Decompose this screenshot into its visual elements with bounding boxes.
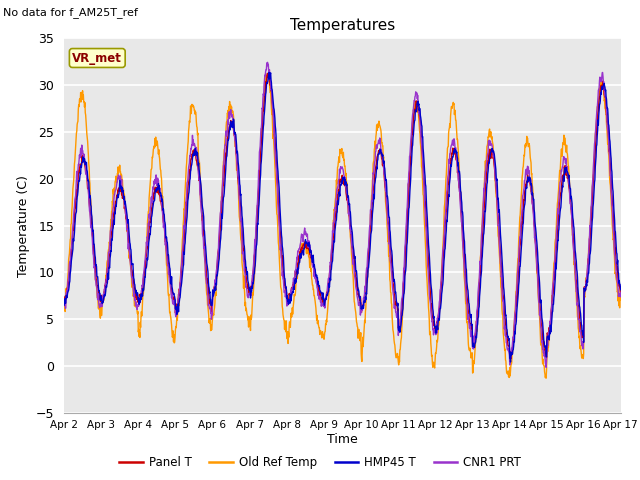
- CNR1 PRT: [246, 291, 254, 297]
- Old Ref Temp: [170, 340, 178, 346]
- CNR1 PRT: [429, 326, 437, 332]
- CNR1 PRT: [184, 177, 191, 182]
- HMP45 T: [60, 302, 68, 308]
- HMP45 T: [552, 273, 559, 278]
- CNR1 PRT: [60, 296, 68, 301]
- Line: Old Ref Temp: Old Ref Temp: [64, 75, 621, 378]
- HMP45 T: [265, 70, 273, 75]
- Old Ref Temp: [552, 237, 559, 242]
- Title: Temperatures: Temperatures: [290, 18, 395, 33]
- Legend: Panel T, Old Ref Temp, HMP45 T, CNR1 PRT: Panel T, Old Ref Temp, HMP45 T, CNR1 PRT: [115, 452, 525, 474]
- Old Ref Temp: [429, 360, 437, 366]
- CNR1 PRT: [552, 248, 559, 253]
- HMP45 T: [617, 287, 625, 293]
- Panel T: [60, 294, 68, 300]
- CNR1 PRT: [502, 332, 509, 338]
- Panel T: [264, 71, 271, 76]
- Panel T: [502, 325, 509, 331]
- Old Ref Temp: [542, 375, 550, 381]
- Panel T: [552, 261, 559, 267]
- Panel T: [507, 356, 515, 361]
- Panel T: [184, 185, 191, 191]
- Panel T: [246, 286, 254, 291]
- CNR1 PRT: [170, 302, 178, 308]
- CNR1 PRT: [617, 289, 625, 295]
- Panel T: [429, 319, 437, 324]
- Text: VR_met: VR_met: [72, 51, 122, 64]
- CNR1 PRT: [542, 364, 550, 370]
- Panel T: [617, 290, 625, 296]
- HMP45 T: [184, 198, 191, 204]
- Panel T: [170, 297, 178, 302]
- HMP45 T: [246, 285, 254, 291]
- Old Ref Temp: [264, 72, 272, 78]
- HMP45 T: [429, 309, 437, 314]
- Old Ref Temp: [502, 358, 509, 364]
- Y-axis label: Temperature (C): Temperature (C): [17, 175, 30, 276]
- Line: CNR1 PRT: CNR1 PRT: [64, 62, 621, 367]
- Old Ref Temp: [60, 307, 68, 313]
- Old Ref Temp: [246, 322, 254, 327]
- Line: Panel T: Panel T: [64, 73, 621, 359]
- Text: No data for f_AM25T_ref: No data for f_AM25T_ref: [3, 7, 138, 18]
- Old Ref Temp: [184, 143, 191, 148]
- Line: HMP45 T: HMP45 T: [64, 72, 621, 362]
- X-axis label: Time: Time: [327, 433, 358, 446]
- HMP45 T: [502, 312, 509, 318]
- HMP45 T: [170, 293, 178, 299]
- CNR1 PRT: [264, 60, 271, 65]
- HMP45 T: [507, 359, 515, 365]
- Old Ref Temp: [617, 297, 625, 303]
